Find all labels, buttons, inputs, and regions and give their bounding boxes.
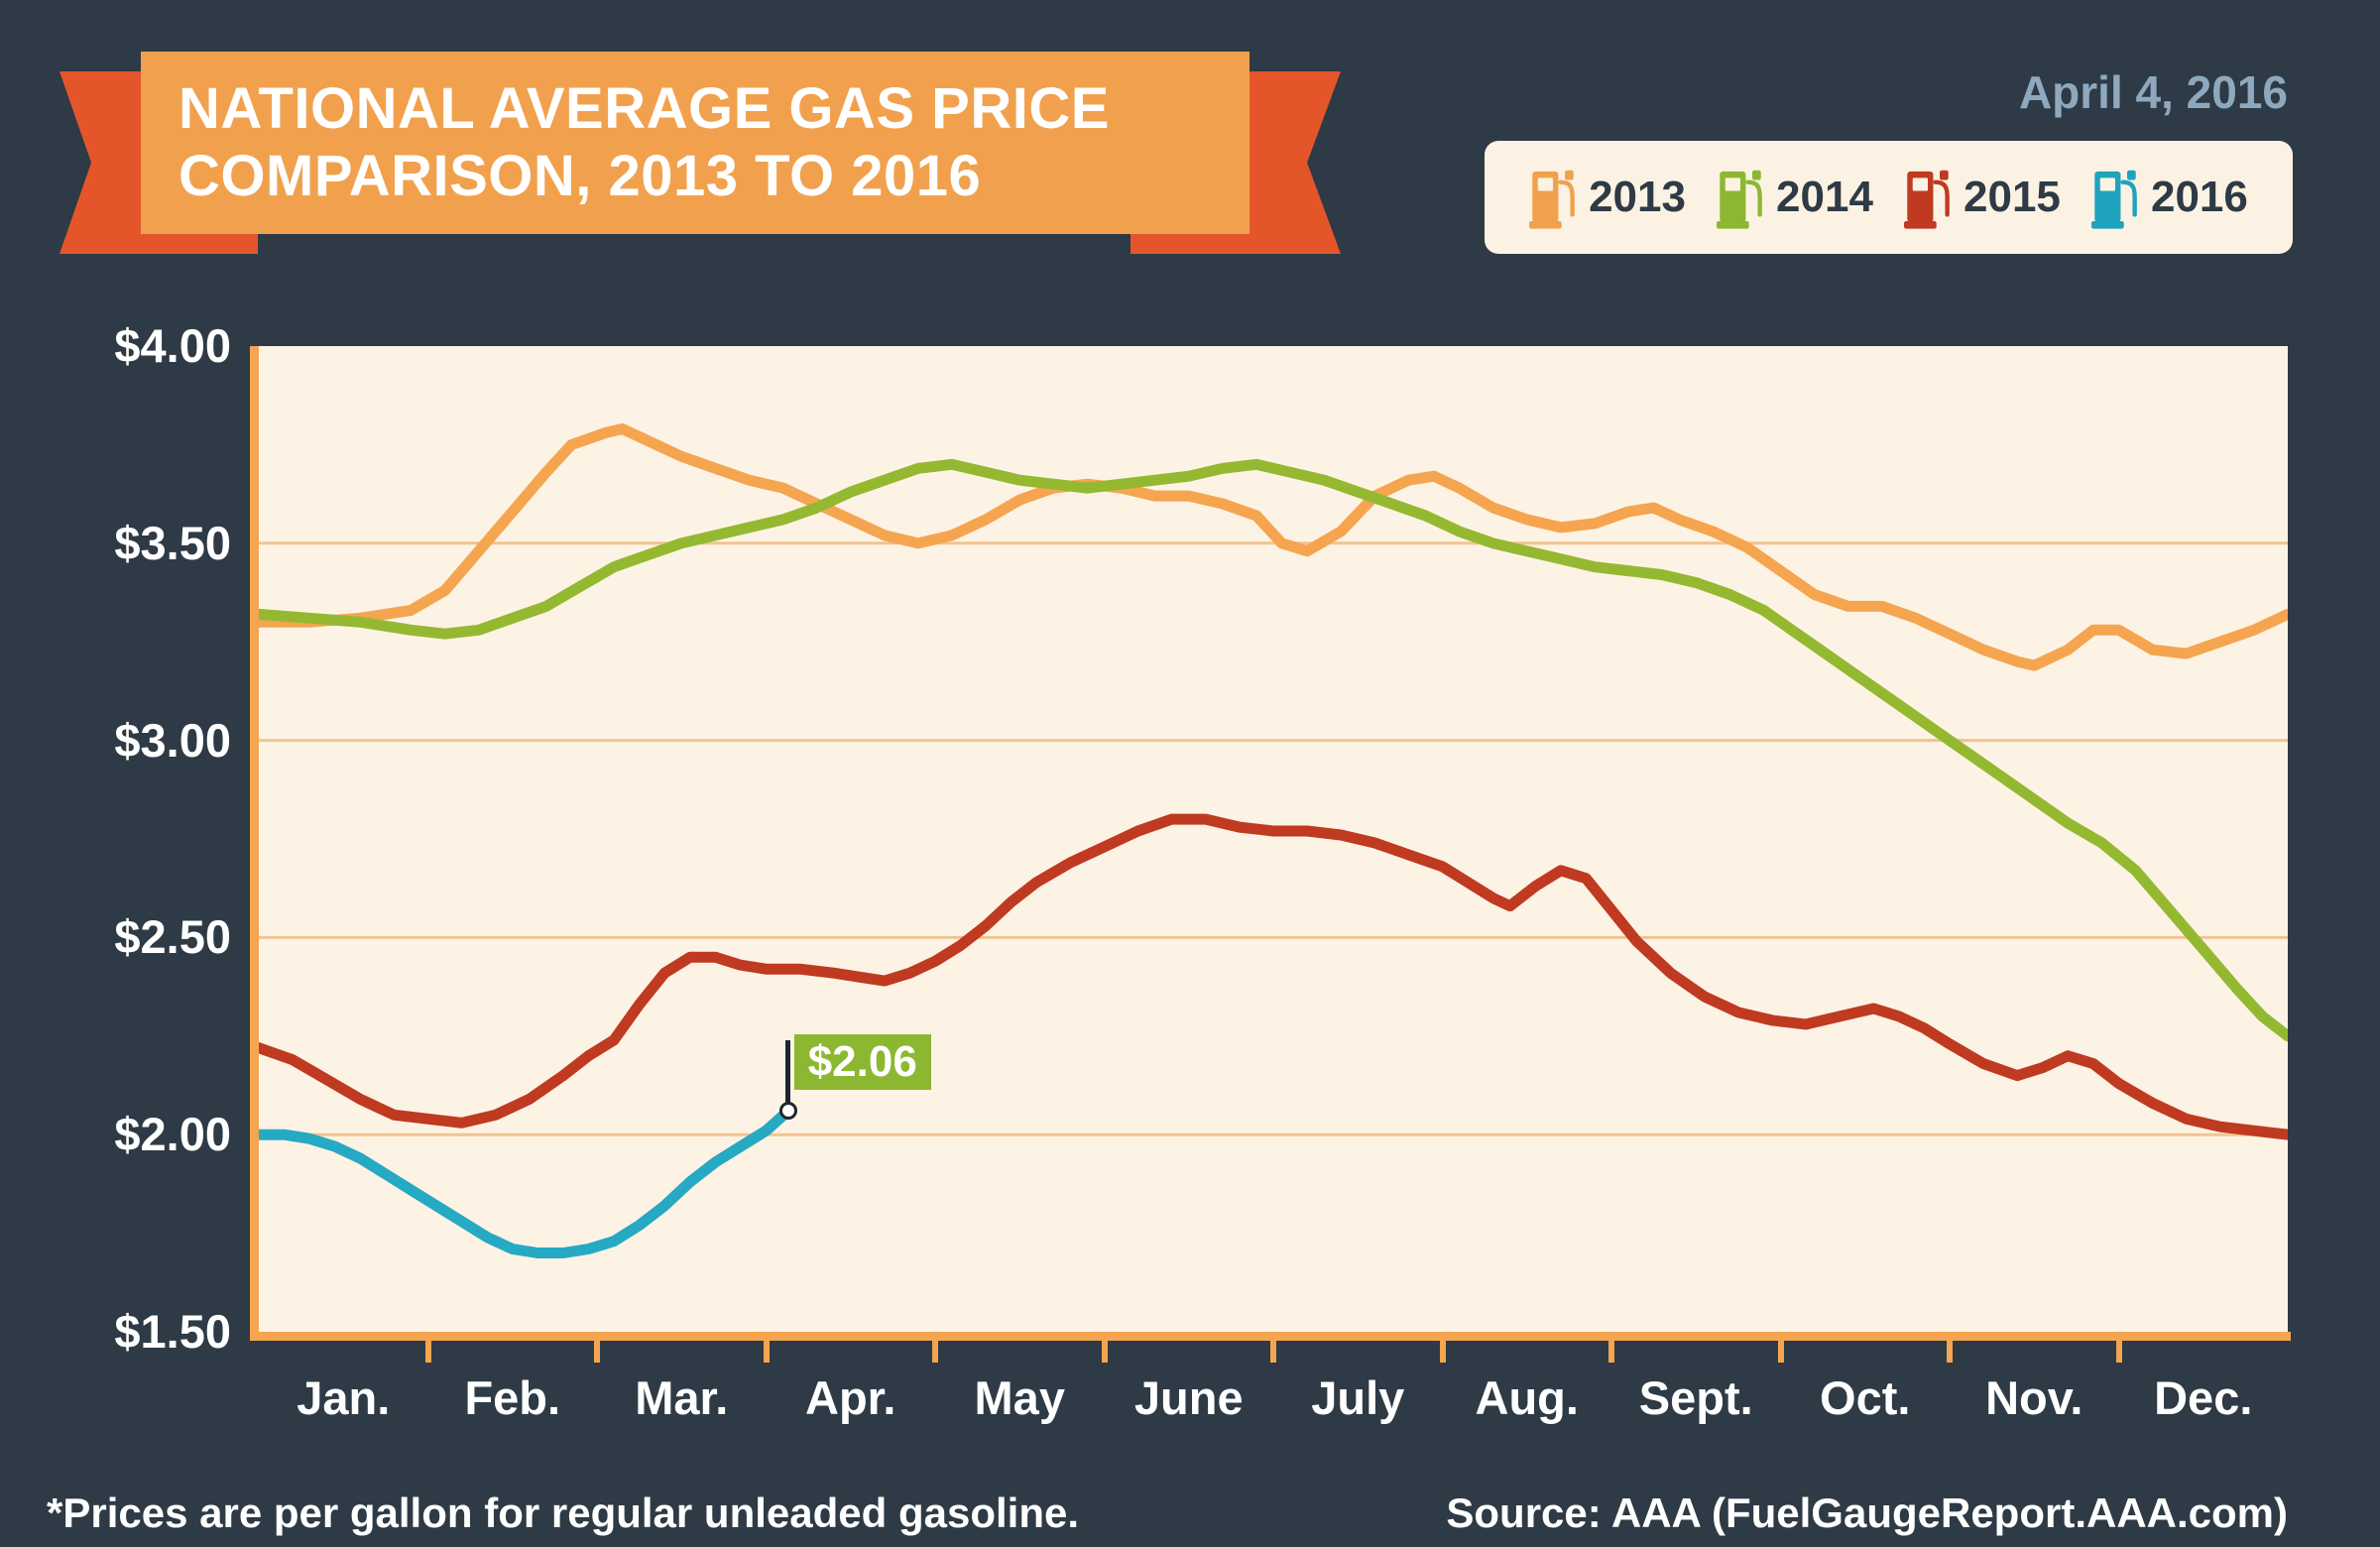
legend-label-2015: 2015 <box>1964 173 2061 221</box>
y-axis-line <box>250 346 259 1341</box>
page-title-line1: NATIONAL AVERAGE GAS PRICE <box>178 76 1110 142</box>
price-flag-label: $2.06 <box>793 1034 931 1091</box>
banner-ribbon: NATIONAL AVERAGE GAS PRICE COMPARISON, 2… <box>141 52 1250 234</box>
legend-item-2015: 2015 <box>1904 165 2061 230</box>
month-tick <box>1947 1341 1953 1363</box>
x-axis-label: Feb. <box>464 1371 561 1424</box>
x-axis-label: July <box>1311 1371 1405 1424</box>
month-tick <box>424 1341 431 1363</box>
x-axis-label: Nov. <box>1985 1371 2083 1424</box>
month-tick <box>1101 1341 1108 1363</box>
y-axis-label: $3.00 <box>114 714 231 767</box>
price-flag-pole <box>784 1040 790 1105</box>
x-axis-label: Sept. <box>1638 1371 1753 1424</box>
month-tick <box>594 1341 600 1363</box>
month-tick <box>763 1341 770 1363</box>
y-axis-label: $2.00 <box>114 1108 231 1160</box>
y-axis-label: $4.00 <box>114 319 231 372</box>
x-axis-label: Dec. <box>2154 1371 2253 1424</box>
x-axis-label: Mar. <box>635 1371 729 1424</box>
source-credit: Source: AAA (FuelGaugeReport.AAA.com) <box>1446 1489 2288 1536</box>
plot-area: $2.06 <box>259 346 2288 1332</box>
legend-label-2014: 2014 <box>1776 173 1873 221</box>
x-axis-label: Aug. <box>1475 1371 1579 1424</box>
page-title: NATIONAL AVERAGE GAS PRICE COMPARISON, 2… <box>141 75 1110 210</box>
gas-pump-icon <box>1717 165 1764 230</box>
report-date: April 4, 2016 <box>2018 66 2288 118</box>
x-axis-label: Apr. <box>805 1371 896 1424</box>
y-axis: $4.00 $3.50 $3.00 $2.50 $2.00 $1.50 <box>0 319 231 1358</box>
y-axis-label: $2.50 <box>114 910 231 963</box>
x-axis-label: Oct. <box>1820 1371 1911 1424</box>
x-axis-line <box>250 1332 2291 1341</box>
month-tick <box>1777 1341 1784 1363</box>
x-axis-label: May <box>974 1371 1065 1424</box>
legend-label-2013: 2013 <box>1589 173 1686 221</box>
month-tick <box>1608 1341 1614 1363</box>
series-line-2015 <box>259 813 2288 1140</box>
series-line-2014 <box>259 458 2288 1042</box>
chart-canvas <box>259 423 2288 1258</box>
month-tick <box>2115 1341 2122 1363</box>
gas-pump-icon <box>1529 165 1577 230</box>
page-title-line2: COMPARISON, 2013 TO 2016 <box>178 144 982 208</box>
price-flag-marker <box>778 1102 797 1121</box>
gas-pump-icon <box>2090 165 2139 230</box>
y-axis-label: $3.50 <box>114 517 231 569</box>
x-axis-label: Jan. <box>297 1371 391 1424</box>
month-tick <box>1270 1341 1276 1363</box>
legend: 2013 2014 2015 2016 <box>1485 141 2293 254</box>
y-axis-label: $1.50 <box>114 1305 231 1358</box>
legend-item-2013: 2013 <box>1529 165 1686 230</box>
month-tick <box>932 1341 938 1363</box>
legend-label-2016: 2016 <box>2150 173 2248 221</box>
x-axis: Jan. Feb. Mar. Apr. May June July Aug. S… <box>259 1370 2288 1425</box>
x-axis-ticks <box>259 1341 2288 1365</box>
legend-item-2016: 2016 <box>2090 165 2248 230</box>
footnote: *Prices are per gallon for regular unlea… <box>47 1489 1079 1536</box>
month-tick <box>1439 1341 1446 1363</box>
legend-item-2014: 2014 <box>1717 165 1873 230</box>
series-line-2016 <box>259 1105 794 1258</box>
series-line-2013 <box>259 423 2288 671</box>
gas-pump-icon <box>1904 165 1952 230</box>
x-axis-label: June <box>1133 1371 1244 1424</box>
